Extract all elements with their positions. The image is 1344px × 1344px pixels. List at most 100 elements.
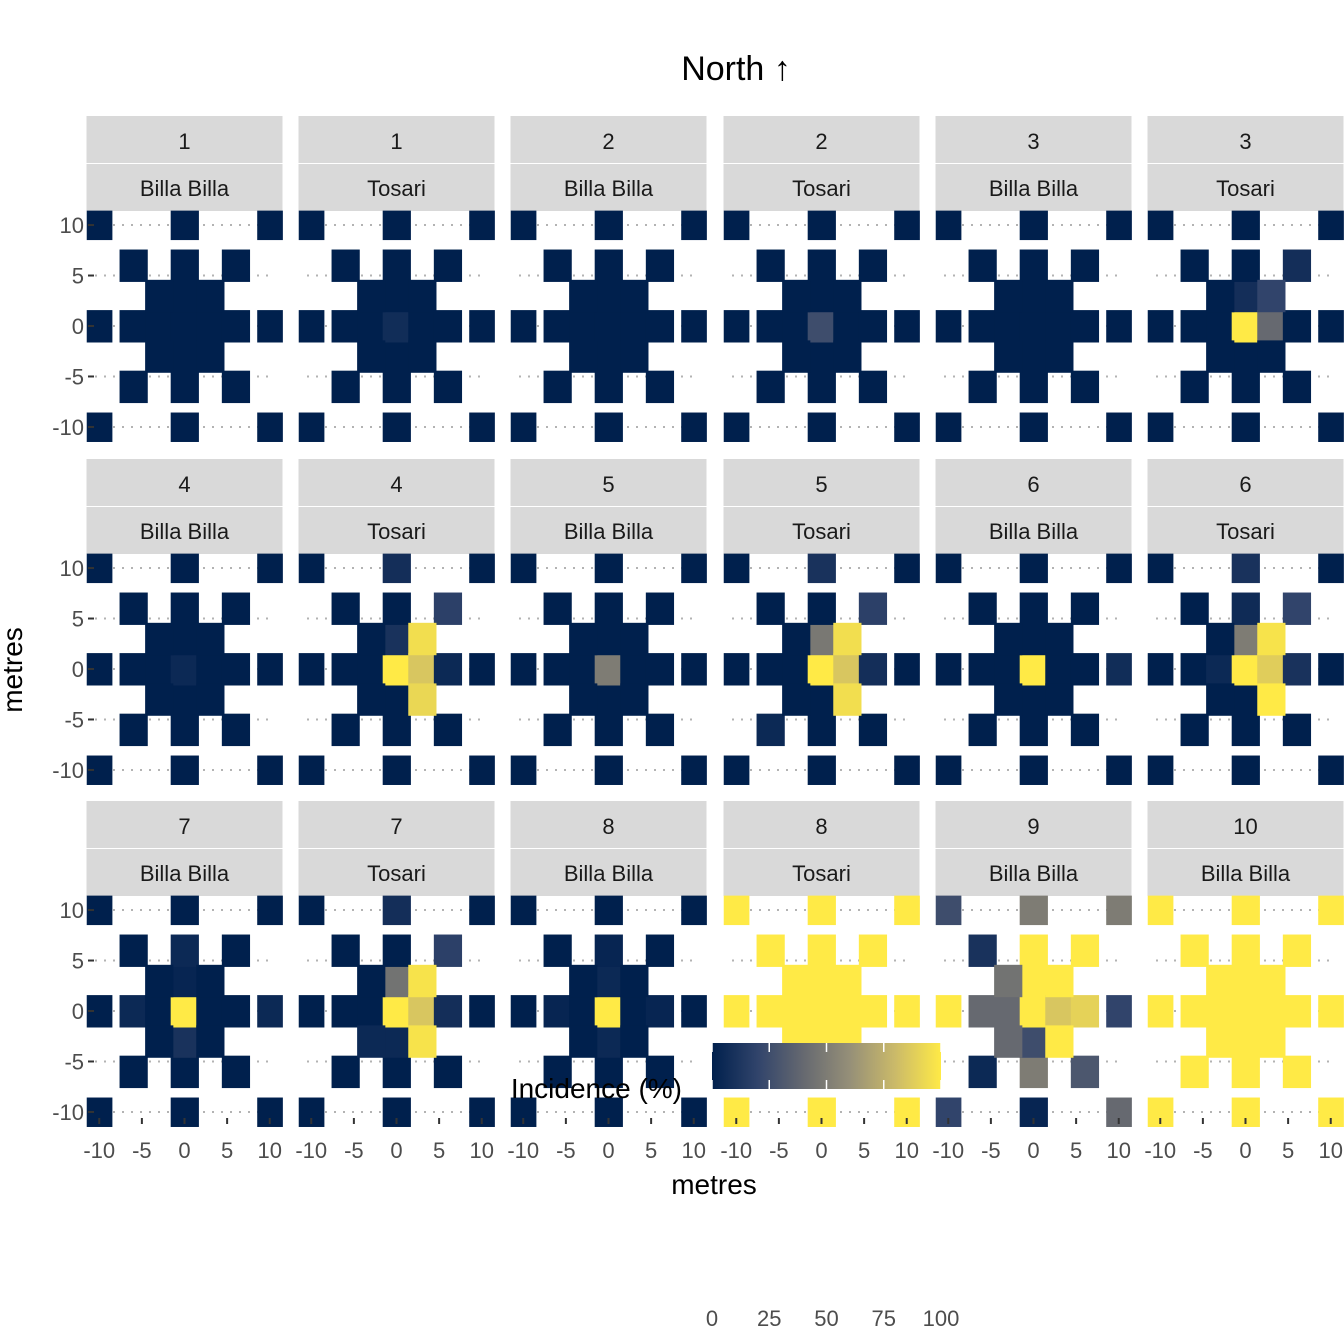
heatmap-cell: [298, 653, 325, 686]
heatmap-cell: [1231, 964, 1260, 998]
heatmap-cell: [1019, 210, 1048, 241]
strip-label-bottom: Tosari: [367, 519, 426, 544]
heatmap-cell: [257, 553, 283, 584]
heatmap-cell: [1045, 310, 1074, 343]
heatmap-cell: [594, 995, 623, 1028]
strip-label-top: 8: [602, 814, 614, 839]
heatmap-cell: [1231, 592, 1260, 625]
heatmap-cell: [894, 755, 920, 785]
heatmap-cell: [1106, 310, 1132, 343]
heatmap-cell: [1070, 370, 1100, 404]
heatmap-cell: [681, 995, 707, 1028]
heatmap-cell: [994, 995, 1023, 1028]
x-axes: -10 -5 0 5 10 -10 -5 0 5 10 -10 -5 0 5 10 -10 -5 0 5 10 -10-…: [83, 1118, 1343, 1163]
heatmap-cell: [433, 1055, 463, 1089]
facet-panel: 7 Billa Billa: [86, 801, 283, 1127]
strip-label-bottom: Billa Billa: [140, 861, 230, 886]
heatmap-cell: [357, 622, 386, 656]
heatmap-cell: [1206, 279, 1235, 313]
heatmap-cell: [620, 653, 649, 686]
heatmap-cell: [594, 553, 623, 584]
heatmap-cell: [382, 553, 411, 584]
heatmap-cell: [1180, 713, 1209, 747]
heatmap-cell: [569, 1025, 598, 1058]
heatmap-cell: [1019, 1025, 1048, 1058]
heatmap-cell: [807, 653, 836, 686]
heatmap-cell: [382, 895, 411, 926]
heatmap-cell: [968, 1055, 997, 1089]
heatmap-cell: [1282, 592, 1312, 625]
legend-tick-label: 0: [706, 1306, 718, 1331]
heatmap-cell: [1231, 553, 1260, 584]
heatmap-cell: [594, 755, 623, 785]
heatmap-cell: [1282, 653, 1312, 686]
heatmap-cell: [543, 592, 572, 625]
heatmap-cell: [357, 310, 386, 343]
heatmap-cell: [594, 895, 623, 926]
heatmap-cell: [681, 653, 707, 686]
heatmap-cell: [145, 1025, 174, 1058]
heatmap-cell: [382, 653, 411, 686]
heatmap-cell: [968, 310, 997, 343]
legend-ticks: 0 25 50 75 100: [706, 1043, 959, 1331]
heatmap-cell: [756, 934, 785, 967]
y-tick-label: -5: [64, 1049, 84, 1074]
heatmap-cell: [994, 622, 1023, 656]
heatmap-cell: [935, 310, 962, 343]
heatmap-cell: [994, 683, 1023, 716]
heatmap-cell: [170, 370, 199, 404]
x-tick-label: -5: [1193, 1138, 1213, 1163]
heatmap-cell: [894, 553, 920, 584]
heatmap-cell: [119, 592, 148, 625]
heatmap-cell: [196, 279, 225, 313]
heatmap-cell: [994, 653, 1023, 686]
strip-label-bottom: Tosari: [792, 176, 851, 201]
heatmap-cell: [433, 934, 463, 967]
heatmap-cell: [1019, 1055, 1048, 1089]
facet-panel: 3 Tosari: [1147, 116, 1344, 442]
heatmap-cell: [620, 310, 649, 343]
heatmap-cell: [723, 412, 750, 442]
heatmap-cell: [645, 934, 675, 967]
heatmap-cell: [1231, 683, 1260, 716]
heatmap-cell: [196, 622, 225, 656]
heatmap-cell: [510, 310, 537, 343]
heatmap-cell: [1070, 249, 1100, 282]
heatmap-cell: [357, 683, 386, 716]
heatmap-cell: [858, 653, 888, 686]
heatmap-cell: [1231, 1025, 1260, 1058]
strip-label-top: 2: [602, 129, 614, 154]
heatmap-cell: [935, 210, 962, 241]
heatmap-cell: [1231, 279, 1260, 313]
heatmap-cell: [469, 895, 495, 926]
heatmap-cell: [858, 310, 888, 343]
heatmap-cell: [723, 895, 750, 926]
heatmap-cell: [1019, 895, 1048, 926]
heatmap-cell: [594, 249, 623, 282]
heatmap-cell: [994, 340, 1023, 373]
heatmap-cell: [1206, 310, 1235, 343]
heatmap-cell: [1019, 755, 1048, 785]
x-tick-label: 10: [469, 1138, 493, 1163]
heatmap-cell: [807, 713, 836, 747]
heatmap-cell: [681, 412, 707, 442]
heatmap-cell: [382, 592, 411, 625]
heatmap-cell: [196, 340, 225, 373]
strip-label-top: 6: [1027, 472, 1039, 497]
y-tick-label: 5: [72, 264, 84, 289]
heatmap-cell: [357, 995, 386, 1028]
heatmap-cell: [1019, 683, 1048, 716]
heatmap-cell: [1231, 895, 1260, 926]
heatmap-cell: [221, 1055, 251, 1089]
heatmap-cell: [331, 1055, 360, 1089]
heatmap-cell: [170, 1055, 199, 1089]
heatmap-cell: [221, 934, 251, 967]
heatmap-cell: [469, 553, 495, 584]
heatmap-cell: [170, 895, 199, 926]
heatmap-cell: [170, 755, 199, 785]
heatmap-cell: [196, 1025, 225, 1058]
heatmap-cell: [1070, 1055, 1100, 1089]
heatmap-cell: [782, 683, 811, 716]
heatmap-cell: [1070, 713, 1100, 747]
heatmap-cell: [433, 592, 463, 625]
